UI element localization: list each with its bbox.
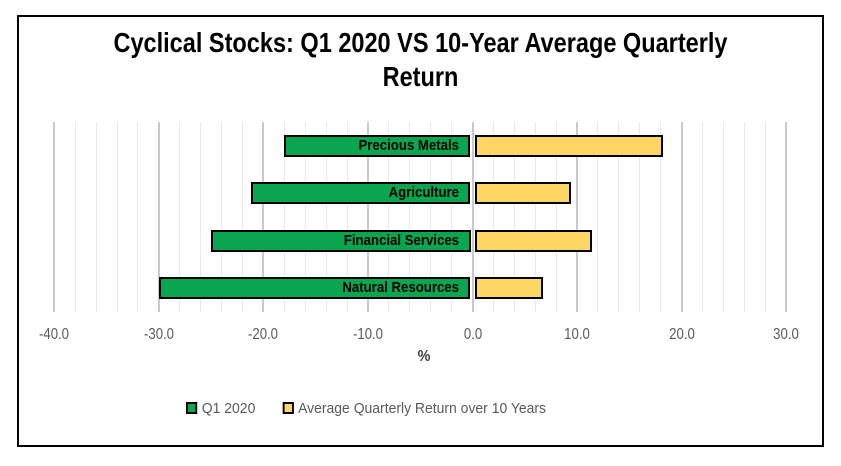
gridline-minor — [95, 122, 97, 312]
gridline-minor — [702, 122, 703, 312]
gridline-minor — [764, 122, 766, 312]
bar-average-return — [474, 277, 543, 300]
bar-q1-2020 — [211, 229, 471, 252]
gridline-major — [157, 122, 160, 312]
gridline-minor — [388, 122, 390, 312]
gridline-minor — [346, 122, 348, 312]
legend-label: Q1 2020 — [201, 399, 256, 417]
x-tick-label: -20.0 — [248, 326, 279, 343]
category-label: Financial Services — [343, 231, 459, 249]
bar-q1-2020 — [284, 134, 471, 157]
gridline-minor — [555, 122, 557, 312]
gridline-minor — [660, 122, 662, 312]
chart-title-line1: Cyclical Stocks: Q1 2020 VS 10-Year Aver… — [113, 27, 728, 58]
gridline-minor — [451, 122, 453, 312]
x-tick-label: -10.0 — [352, 326, 383, 343]
bar-q1-2020 — [250, 182, 471, 205]
bar-average-return — [474, 229, 592, 252]
bar-q1-2020 — [158, 277, 471, 300]
legend-item: Q1 2020 — [186, 400, 255, 417]
x-tick-label: -30.0 — [143, 326, 174, 343]
gridline-major — [53, 122, 56, 312]
category-label: Precious Metals — [357, 136, 459, 154]
gridline-major — [576, 122, 579, 312]
legend-swatch — [282, 402, 294, 414]
gridline-minor — [409, 122, 411, 312]
x-axis-title: % — [417, 348, 431, 365]
legend: Q1 2020 Average Quarterly Return over 10 … — [186, 399, 573, 417]
gridline-major — [785, 122, 788, 312]
gridline-minor — [116, 122, 118, 312]
gridline-minor — [618, 122, 620, 312]
gridline-major — [680, 122, 683, 312]
gridline-minor — [200, 122, 202, 312]
x-tick-label: 20.0 — [668, 326, 695, 343]
x-tick-label: -40.0 — [39, 326, 70, 343]
gridline-minor — [304, 122, 306, 312]
legend-label: Average Quarterly Return over 10 Years — [298, 399, 546, 417]
gridline-minor — [639, 122, 641, 312]
gridline-major — [366, 122, 369, 312]
gridline-minor — [513, 122, 515, 312]
gridline-minor — [241, 122, 243, 312]
gridline-major — [471, 122, 474, 312]
gridline-major — [262, 122, 265, 312]
category-label: Agriculture — [388, 184, 459, 202]
gridline-minor — [534, 122, 536, 312]
bar-average-return — [474, 182, 571, 205]
x-tick-label: 10.0 — [564, 326, 590, 343]
gridline-minor — [325, 122, 327, 312]
legend-swatch — [186, 402, 198, 414]
chart-title: Cyclical Stocks: Q1 2020 VS 10-Year Aver… — [0, 26, 841, 94]
x-tick-label: 30.0 — [773, 326, 799, 343]
gridline-minor — [179, 122, 181, 312]
gridline-minor — [283, 122, 285, 312]
legend-item: Average Quarterly Return over 10 Years — [282, 400, 546, 417]
gridline-minor — [743, 122, 745, 312]
gridline-minor — [722, 122, 724, 312]
gridline-minor — [430, 122, 432, 312]
gridline-minor — [74, 122, 76, 312]
chart-border — [17, 15, 824, 447]
gridline-minor — [597, 122, 599, 312]
gridline-minor — [492, 122, 494, 312]
x-tick-label: 0.0 — [463, 326, 482, 343]
category-label: Natural Resources — [341, 279, 459, 297]
bar-average-return — [474, 134, 663, 157]
gridline-minor — [137, 122, 139, 312]
gridline-minor — [221, 122, 223, 312]
chart-title-line2: Return — [382, 61, 459, 92]
